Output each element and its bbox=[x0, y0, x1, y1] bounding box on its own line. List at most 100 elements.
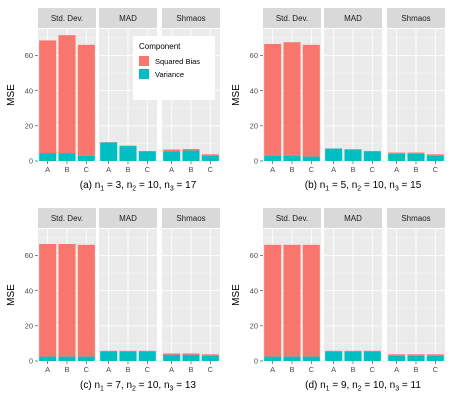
bar-squared-bias-A bbox=[163, 353, 181, 355]
bar-squared-bias-A bbox=[39, 243, 57, 357]
facet-strip-label: Shmaos bbox=[401, 214, 430, 223]
bar-variance-A bbox=[163, 354, 181, 361]
bar-variance-B bbox=[58, 153, 76, 161]
y-tick-label: 0 bbox=[254, 157, 258, 166]
x-tick-label: C bbox=[208, 365, 214, 374]
bar-variance-C bbox=[77, 356, 95, 361]
y-tick-label: 60 bbox=[250, 51, 258, 60]
bar-variance-A bbox=[163, 151, 181, 161]
x-tick-label: B bbox=[125, 365, 130, 374]
panel-caption: (d) n1 = 9, n2 = 10, n3 = 11 bbox=[305, 380, 421, 393]
bar-squared-bias-B bbox=[58, 243, 76, 357]
panel-caption: (b) n1 = 5, n2 = 10, n3 = 15 bbox=[305, 180, 422, 193]
facet-strip-label: MAD bbox=[119, 14, 137, 23]
legend-swatch bbox=[139, 56, 149, 66]
facet-strip bbox=[387, 208, 445, 228]
x-tick-label: C bbox=[433, 165, 439, 174]
facet-std-dev: Std. Dev. A B C bbox=[38, 208, 96, 374]
y-axis-title: MSE bbox=[231, 84, 242, 106]
bar-squared-bias-B bbox=[182, 149, 200, 151]
y-tick-label: 20 bbox=[250, 122, 258, 131]
bar-squared-bias-A bbox=[325, 350, 343, 352]
bar-squared-bias-C bbox=[302, 244, 320, 357]
facet-mad: MAD A B C bbox=[324, 208, 382, 374]
panel-caption: (a) n1 = 3, n2 = 10, n3 = 17 bbox=[80, 180, 197, 193]
bar-squared-bias-C bbox=[302, 44, 320, 157]
x-tick-label: A bbox=[270, 365, 275, 374]
bar-variance-B bbox=[407, 153, 425, 161]
bar-squared-bias-C bbox=[201, 354, 219, 356]
bar-variance-C bbox=[302, 356, 320, 361]
legend-title: Component bbox=[139, 42, 181, 51]
bar-variance-A bbox=[264, 155, 282, 161]
facet-std-dev: Std. Dev. A B C bbox=[38, 8, 96, 174]
facet-std-dev: Std. Dev. A B C bbox=[263, 208, 321, 374]
x-tick-label: B bbox=[413, 365, 418, 374]
facet-shmaos: Shmaos A B C bbox=[162, 208, 220, 374]
legend-label: Squared Bias bbox=[155, 57, 200, 66]
bar-variance-A bbox=[325, 351, 343, 361]
x-tick-label: C bbox=[145, 365, 151, 374]
bar-variance-A bbox=[39, 153, 57, 161]
x-tick-label: C bbox=[433, 365, 439, 374]
facet-std-dev: Std. Dev. A B C bbox=[263, 8, 321, 174]
y-axis-title: MSE bbox=[6, 284, 17, 306]
y-tick-label: 20 bbox=[250, 322, 258, 331]
x-tick-label: A bbox=[45, 365, 50, 374]
x-tick-label: A bbox=[106, 165, 111, 174]
bar-squared-bias-A bbox=[39, 40, 57, 154]
bar-squared-bias-B bbox=[344, 350, 362, 352]
facet-strip-label: Shmaos bbox=[176, 14, 205, 23]
x-tick-label: B bbox=[350, 365, 355, 374]
x-tick-label: A bbox=[394, 365, 399, 374]
y-tick-label: 0 bbox=[29, 157, 33, 166]
facet-strip bbox=[38, 8, 96, 28]
x-tick-label: B bbox=[188, 165, 193, 174]
bar-variance-B bbox=[119, 146, 137, 161]
bar-variance-C bbox=[77, 155, 95, 161]
bar-variance-B bbox=[58, 356, 76, 361]
bar-squared-bias-C bbox=[426, 354, 444, 356]
facet-strip bbox=[99, 8, 157, 28]
bar-variance-C bbox=[363, 351, 381, 361]
x-tick-label: A bbox=[169, 365, 174, 374]
x-tick-label: C bbox=[208, 165, 214, 174]
legend-box bbox=[133, 36, 215, 100]
chart-panel-2: MSE 0 20 40 60 Std. Dev. A B C MAD A B C Shmaos A B C (b)… bbox=[231, 8, 445, 193]
facet-strip bbox=[324, 8, 382, 28]
bar-variance-C bbox=[363, 151, 381, 161]
y-tick-label: 20 bbox=[25, 122, 33, 131]
facet-strip-label: Std. Dev. bbox=[51, 214, 83, 223]
facet-strip-label: MAD bbox=[119, 214, 137, 223]
facet-strip-label: Std. Dev. bbox=[51, 14, 83, 23]
x-tick-label: B bbox=[64, 365, 69, 374]
x-tick-label: B bbox=[188, 365, 193, 374]
x-tick-label: B bbox=[289, 165, 294, 174]
bar-squared-bias-B bbox=[407, 354, 425, 356]
facet-strip-label: Std. Dev. bbox=[276, 214, 308, 223]
facet-strip-label: MAD bbox=[344, 214, 362, 223]
x-tick-label: A bbox=[169, 165, 174, 174]
facet-shmaos: Shmaos A B C bbox=[387, 208, 445, 374]
x-tick-label: A bbox=[331, 165, 336, 174]
facet-strip bbox=[38, 208, 96, 228]
bar-variance-C bbox=[138, 151, 156, 161]
bar-variance-A bbox=[388, 355, 406, 361]
x-tick-label: C bbox=[370, 165, 376, 174]
y-tick-label: 40 bbox=[25, 286, 33, 295]
bar-variance-A bbox=[325, 148, 343, 161]
x-tick-label: A bbox=[331, 365, 336, 374]
bar-variance-A bbox=[264, 356, 282, 361]
facet-strip bbox=[162, 208, 220, 228]
legend-label: Variance bbox=[155, 70, 184, 79]
y-tick-label: 40 bbox=[250, 86, 258, 95]
y-tick-label: 60 bbox=[25, 251, 33, 260]
bar-variance-A bbox=[388, 153, 406, 161]
facet-strip-label: Shmaos bbox=[401, 14, 430, 23]
bar-squared-bias-C bbox=[363, 350, 381, 352]
chart-panel-1: MSE 0 20 40 60 Std. Dev. A B C MAD A B C Shmaos A B C (a)… bbox=[6, 8, 220, 193]
bar-squared-bias-C bbox=[201, 154, 219, 156]
facet-strip bbox=[263, 8, 321, 28]
x-tick-label: A bbox=[270, 165, 275, 174]
